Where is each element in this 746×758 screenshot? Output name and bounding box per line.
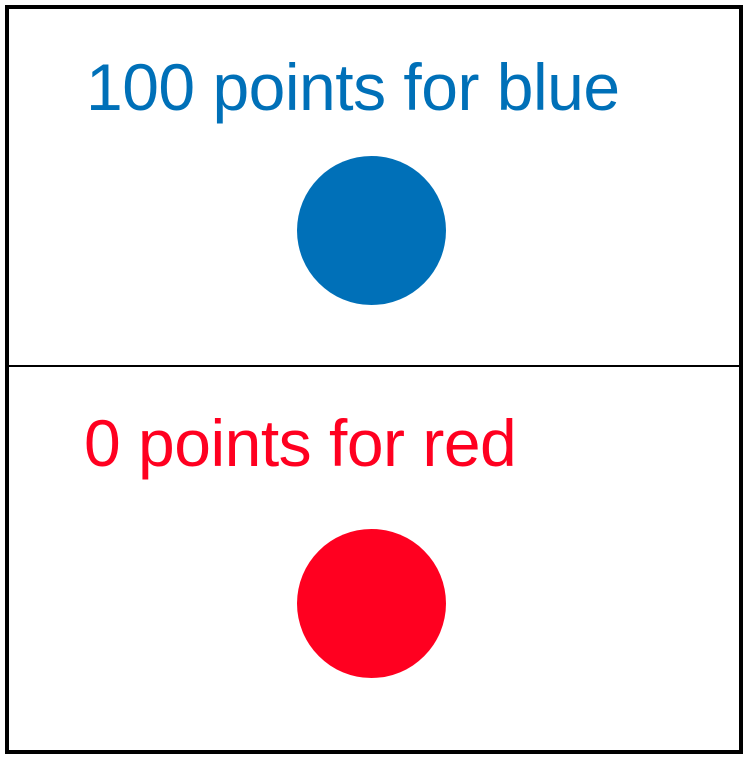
red-points-label: 0 points for red <box>84 406 517 480</box>
blue-points-label: 100 points for blue <box>86 50 620 124</box>
panel-divider <box>9 365 739 367</box>
red-circle <box>297 529 446 678</box>
diagram-frame: 100 points for blue 0 points for red <box>5 5 743 754</box>
blue-circle <box>297 156 446 305</box>
